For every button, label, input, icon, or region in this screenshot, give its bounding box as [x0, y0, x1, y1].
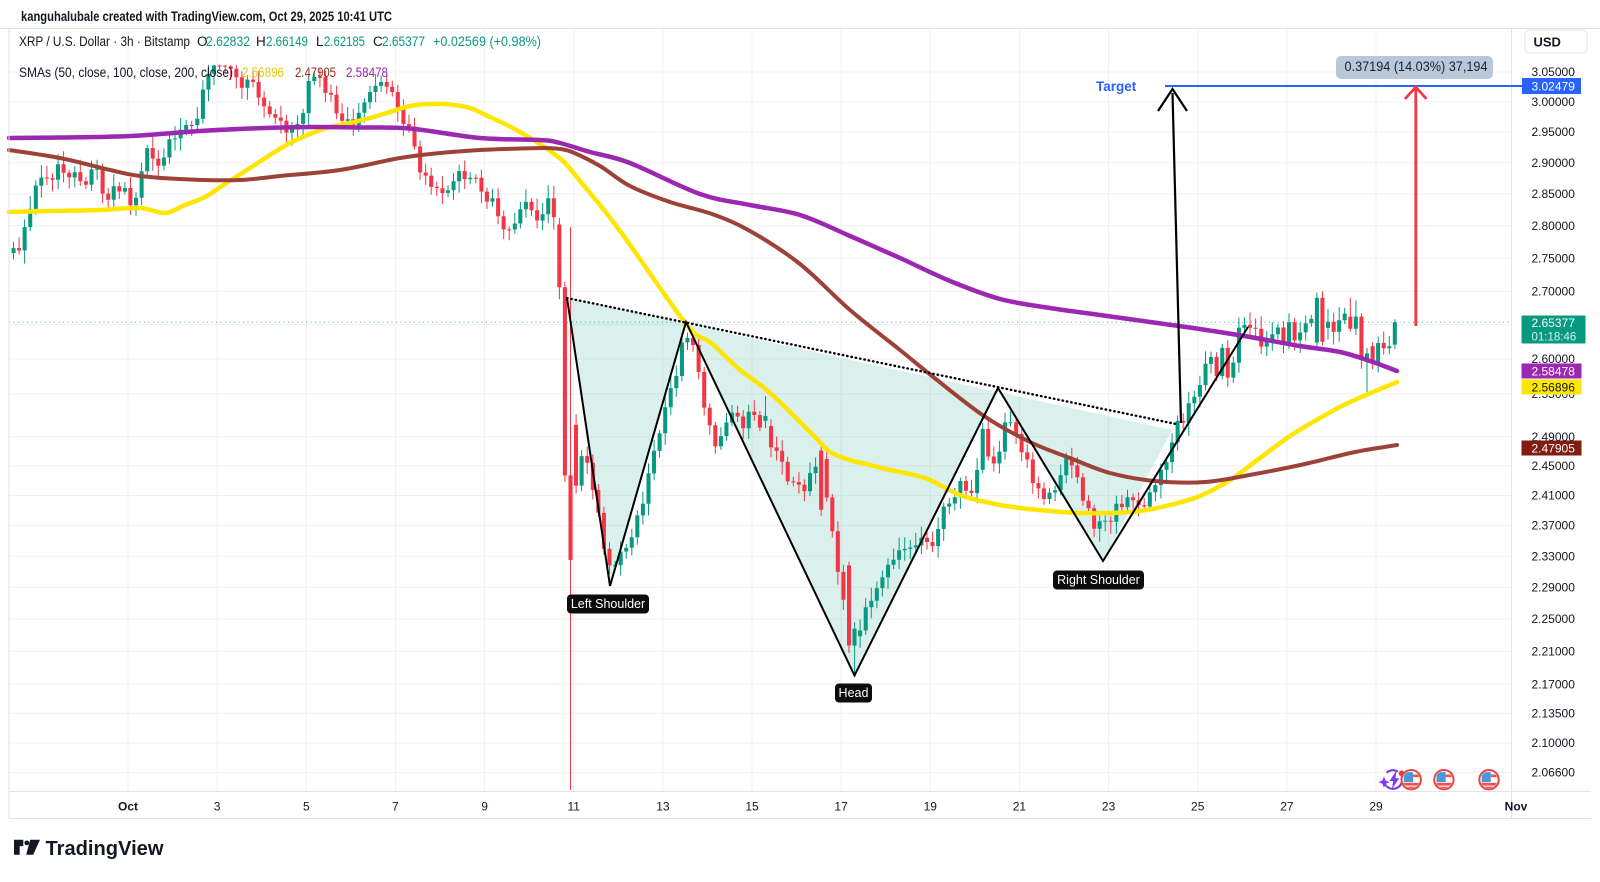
svg-text:25: 25 — [1191, 800, 1205, 814]
svg-text:27: 27 — [1280, 800, 1294, 814]
svg-text:2.21000: 2.21000 — [1532, 644, 1576, 658]
svg-text:2.37000: 2.37000 — [1532, 519, 1576, 533]
svg-text:2.70000: 2.70000 — [1532, 284, 1576, 298]
svg-text:3.05000: 3.05000 — [1532, 65, 1576, 79]
svg-text:Target: Target — [1096, 79, 1137, 94]
svg-text:Oct: Oct — [118, 800, 138, 814]
svg-text:2.60000: 2.60000 — [1532, 352, 1576, 366]
svg-text:0.37194 (14.03%) 37,194: 0.37194 (14.03%) 37,194 — [1345, 59, 1488, 74]
svg-text:23: 23 — [1102, 800, 1116, 814]
svg-text:Head: Head — [839, 686, 869, 700]
svg-text:kanguhalubale created with Tra: kanguhalubale created with TradingView.c… — [21, 9, 392, 24]
svg-text:9: 9 — [481, 800, 488, 814]
svg-text:Left Shoulder: Left Shoulder — [571, 597, 645, 611]
svg-text:19: 19 — [924, 800, 938, 814]
svg-text:Right Shoulder: Right Shoulder — [1057, 573, 1140, 587]
svg-text:3.02479: 3.02479 — [1532, 80, 1576, 94]
svg-text:17: 17 — [834, 800, 848, 814]
svg-text:2.80000: 2.80000 — [1532, 219, 1576, 233]
svg-text:29: 29 — [1369, 800, 1383, 814]
svg-text:2.65377: 2.65377 — [1532, 316, 1576, 330]
svg-text:2.85000: 2.85000 — [1532, 187, 1576, 201]
svg-text:2.75000: 2.75000 — [1532, 251, 1576, 265]
svg-text:15: 15 — [745, 800, 759, 814]
svg-text:2.41000: 2.41000 — [1532, 489, 1576, 503]
svg-text:2.10000: 2.10000 — [1532, 736, 1576, 750]
svg-text:5: 5 — [303, 800, 310, 814]
svg-text:2.06600: 2.06600 — [1532, 766, 1576, 780]
svg-text:XRP / U.S. Dollar · 3h · Bitst: XRP / U.S. Dollar · 3h · Bitstamp O2.6283… — [19, 34, 541, 49]
svg-text:13: 13 — [656, 800, 670, 814]
svg-text:SMAs (50, close, 100, close, 2: SMAs (50, close, 100, close, 200, close)… — [19, 65, 388, 80]
svg-text:2.25000: 2.25000 — [1532, 612, 1576, 626]
svg-text:01:18:46: 01:18:46 — [1532, 332, 1577, 344]
svg-text:2.49000: 2.49000 — [1532, 430, 1576, 444]
svg-text:21: 21 — [1013, 800, 1027, 814]
svg-text:2.29000: 2.29000 — [1532, 581, 1576, 595]
svg-text:2.90000: 2.90000 — [1532, 156, 1576, 170]
svg-text:USD: USD — [1534, 35, 1561, 50]
svg-text:3.00000: 3.00000 — [1532, 95, 1576, 109]
svg-text:3: 3 — [214, 800, 221, 814]
svg-text:2.13500: 2.13500 — [1532, 707, 1576, 721]
svg-text:7: 7 — [392, 800, 399, 814]
svg-text:2.47905: 2.47905 — [1532, 442, 1576, 456]
svg-text:11: 11 — [567, 800, 580, 814]
svg-text:Nov: Nov — [1505, 800, 1528, 814]
svg-text:2.58478: 2.58478 — [1532, 365, 1576, 379]
svg-text:2.17000: 2.17000 — [1532, 677, 1576, 691]
svg-text:2.45000: 2.45000 — [1532, 459, 1576, 473]
svg-text:2.95000: 2.95000 — [1532, 125, 1576, 139]
svg-text:TradingView: TradingView — [46, 838, 164, 860]
svg-text:2.56896: 2.56896 — [1532, 381, 1576, 395]
svg-text:2.33000: 2.33000 — [1532, 549, 1576, 563]
